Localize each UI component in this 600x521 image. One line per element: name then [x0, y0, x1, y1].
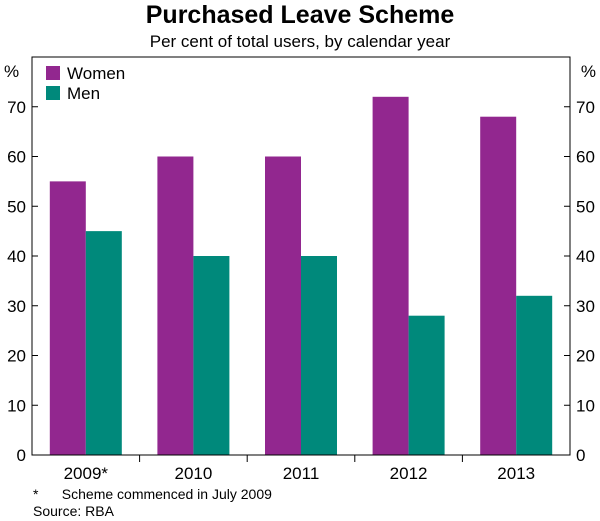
y-tick-label-left-0: 0 [17, 446, 26, 465]
y-tick-label-left-20: 20 [7, 347, 26, 366]
y-tick-label-right-50: 50 [576, 197, 595, 216]
legend: Women Men [46, 64, 125, 103]
x-tick-label-2009: 2009* [64, 464, 109, 483]
legend-label-women: Women [67, 64, 125, 83]
x-tick-label-2012: 2012 [390, 464, 428, 483]
chart-title: Purchased Leave Scheme [146, 1, 455, 29]
x-tick-label-2010: 2010 [174, 464, 212, 483]
y-tick-label-right-0: 0 [576, 446, 585, 465]
y-tick-label-left-30: 30 [7, 297, 26, 316]
bar-men-2010 [193, 256, 230, 455]
source-note: Source: RBA [33, 503, 115, 519]
footnote: * Scheme commenced in July 2009 [33, 486, 272, 502]
bar-men-2009 [85, 231, 122, 455]
y-tick-label-right-20: 20 [576, 347, 595, 366]
y-tick-label-right-60: 60 [576, 148, 595, 167]
y-tick-label-left-10: 10 [7, 396, 26, 415]
legend-label-men: Men [67, 84, 100, 103]
x-tick-label-2011: 2011 [283, 464, 320, 483]
y-tick-label-left-50: 50 [7, 197, 26, 216]
bar-women-2010 [157, 156, 194, 455]
bar-women-2013 [480, 116, 517, 455]
plot-area: 0 0 10 10 20 20 30 30 40 40 50 50 60 60 70 70 2009* 2010 2… [7, 56, 595, 483]
y-tick-label-right-40: 40 [576, 247, 595, 266]
y-tick-label-right-70: 70 [576, 98, 595, 117]
chart-subtitle: Per cent of total users, by calendar yea… [150, 32, 451, 51]
legend-swatch-men [46, 86, 60, 100]
bar-women-2009 [49, 181, 86, 455]
bar-women-2012 [372, 96, 409, 456]
y-axis-unit-left: % [4, 62, 19, 81]
bar-men-2011 [301, 256, 337, 455]
bar-women-2011 [265, 156, 301, 455]
bar-men-2013 [516, 295, 553, 455]
y-tick-label-left-70: 70 [7, 98, 26, 117]
y-tick-label-left-40: 40 [7, 247, 26, 266]
bar-men-2012 [408, 315, 445, 455]
y-tick-label-right-10: 10 [576, 396, 595, 415]
y-axis-unit-right: % [581, 62, 596, 81]
x-tick-label-2013: 2013 [497, 464, 535, 483]
legend-swatch-women [46, 66, 60, 80]
y-tick-label-left-60: 60 [7, 148, 26, 167]
y-tick-label-right-30: 30 [576, 297, 595, 316]
